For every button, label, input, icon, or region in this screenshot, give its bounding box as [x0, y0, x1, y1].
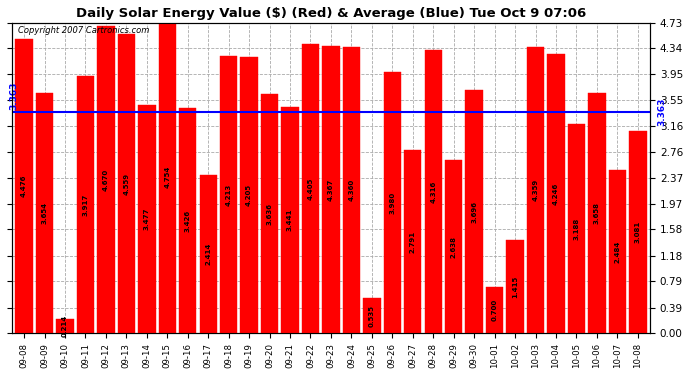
Text: 3.363: 3.363: [657, 98, 666, 126]
Bar: [568, 124, 585, 333]
Bar: [302, 44, 319, 333]
Text: 4.360: 4.360: [348, 179, 355, 201]
Text: 3.917: 3.917: [82, 194, 88, 216]
Text: 4.670: 4.670: [103, 169, 109, 191]
Bar: [466, 90, 483, 333]
Bar: [527, 47, 544, 333]
Text: 4.205: 4.205: [246, 184, 252, 206]
Text: 3.654: 3.654: [41, 202, 48, 224]
Text: 3.980: 3.980: [389, 191, 395, 214]
Bar: [282, 107, 299, 333]
Text: 2.484: 2.484: [614, 240, 620, 263]
Title: Daily Solar Energy Value ($) (Red) & Average (Blue) Tue Oct 9 07:06: Daily Solar Energy Value ($) (Red) & Ave…: [76, 7, 586, 20]
Bar: [36, 93, 53, 333]
Text: 3.363: 3.363: [10, 82, 19, 110]
Bar: [118, 34, 135, 333]
Bar: [343, 47, 360, 333]
Text: 1.415: 1.415: [512, 276, 518, 298]
Bar: [445, 160, 462, 333]
Bar: [486, 287, 503, 333]
Text: 2.638: 2.638: [451, 236, 457, 258]
Bar: [384, 72, 401, 333]
Text: 4.213: 4.213: [226, 184, 232, 206]
Bar: [138, 105, 155, 333]
Bar: [629, 131, 647, 333]
Bar: [179, 108, 197, 333]
Text: 3.081: 3.081: [635, 221, 641, 243]
Text: 4.246: 4.246: [553, 183, 559, 205]
Text: 4.559: 4.559: [124, 172, 129, 195]
Bar: [261, 94, 278, 333]
Bar: [588, 93, 606, 333]
Text: 4.405: 4.405: [308, 177, 313, 200]
Text: 2.791: 2.791: [410, 231, 416, 253]
Text: 4.367: 4.367: [328, 178, 334, 201]
Text: 3.426: 3.426: [185, 210, 190, 232]
Text: 3.658: 3.658: [594, 202, 600, 224]
Text: 3.188: 3.188: [573, 217, 580, 240]
Text: 0.535: 0.535: [369, 304, 375, 327]
Bar: [240, 57, 258, 333]
Text: 3.441: 3.441: [287, 209, 293, 231]
Bar: [97, 27, 115, 333]
Text: 4.316: 4.316: [431, 180, 436, 203]
Bar: [77, 76, 94, 333]
Text: 3.636: 3.636: [266, 203, 273, 225]
Text: Copyright 2007 Cartronics.com: Copyright 2007 Cartronics.com: [18, 26, 150, 34]
Text: 0.214: 0.214: [62, 315, 68, 337]
Text: 4.476: 4.476: [21, 175, 27, 197]
Bar: [547, 54, 564, 333]
Bar: [424, 50, 442, 333]
Bar: [322, 46, 339, 333]
Bar: [609, 170, 626, 333]
Bar: [506, 240, 524, 333]
Bar: [159, 21, 176, 333]
Text: 2.414: 2.414: [205, 243, 211, 265]
Bar: [404, 150, 422, 333]
Text: 3.696: 3.696: [471, 201, 477, 223]
Bar: [220, 57, 237, 333]
Bar: [57, 319, 74, 333]
Bar: [363, 298, 381, 333]
Bar: [15, 39, 32, 333]
Text: 4.359: 4.359: [533, 179, 538, 201]
Text: 4.754: 4.754: [164, 166, 170, 188]
Bar: [199, 175, 217, 333]
Text: 0.700: 0.700: [491, 299, 497, 321]
Text: 3.477: 3.477: [144, 208, 150, 230]
